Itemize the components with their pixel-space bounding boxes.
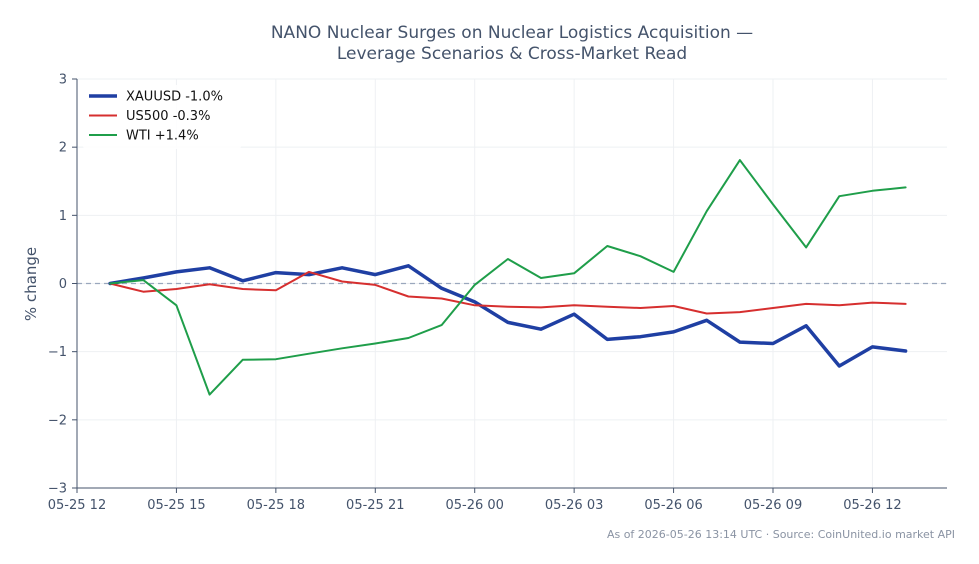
x-tick-label: 05-25 12 [48,498,106,513]
y-tick-label: 1 [59,209,67,224]
x-tick-label: 05-26 03 [545,498,603,513]
y-tick-label: 0 [59,277,67,292]
legend-label-2: US500 -0.3% [126,109,210,124]
chart-subtitle: Leverage Scenarios & Cross-Market Read [337,44,687,64]
y-tick-label: −1 [48,345,67,360]
y-axis-label: % change [22,247,40,321]
y-tick-label: −3 [48,482,67,497]
x-tick-label: 05-25 18 [247,498,305,513]
series-line-1 [108,264,908,368]
x-axis-ticks: 05-25 12 05-25 15 05-25 18 05-25 21 05-26 00… [48,488,902,513]
legend-label-1: XAUUSD -1.0% [126,90,223,105]
x-tick-label: 05-26 06 [644,498,702,513]
y-tick-label: 3 [59,73,67,88]
legend-label-3: WTI +1.4% [126,129,199,144]
x-tick-label: 05-26 12 [843,498,901,513]
x-tick-label: 05-25 15 [147,498,205,513]
x-tick-label: 05-25 21 [346,498,404,513]
y-tick-label: −2 [48,413,67,428]
series-line-2 [109,270,907,315]
chart-title: NANO Nuclear Surges on Nuclear Logistics… [271,23,753,43]
y-axis-ticks: 3 2 1 0 −1 −2 −3 [48,73,77,497]
legend: XAUUSD -1.0% US500 -0.3% WTI +1.4% [83,85,241,149]
source-footer: As of 2026-05-26 13:14 UTC · Source: Coi… [607,528,955,541]
legend-box [83,85,241,149]
series-line-3 [109,159,907,396]
series-lines [108,159,908,396]
x-tick-label: 05-26 09 [744,498,802,513]
y-tick-label: 2 [59,141,67,156]
x-tick-label: 05-26 00 [445,498,503,513]
